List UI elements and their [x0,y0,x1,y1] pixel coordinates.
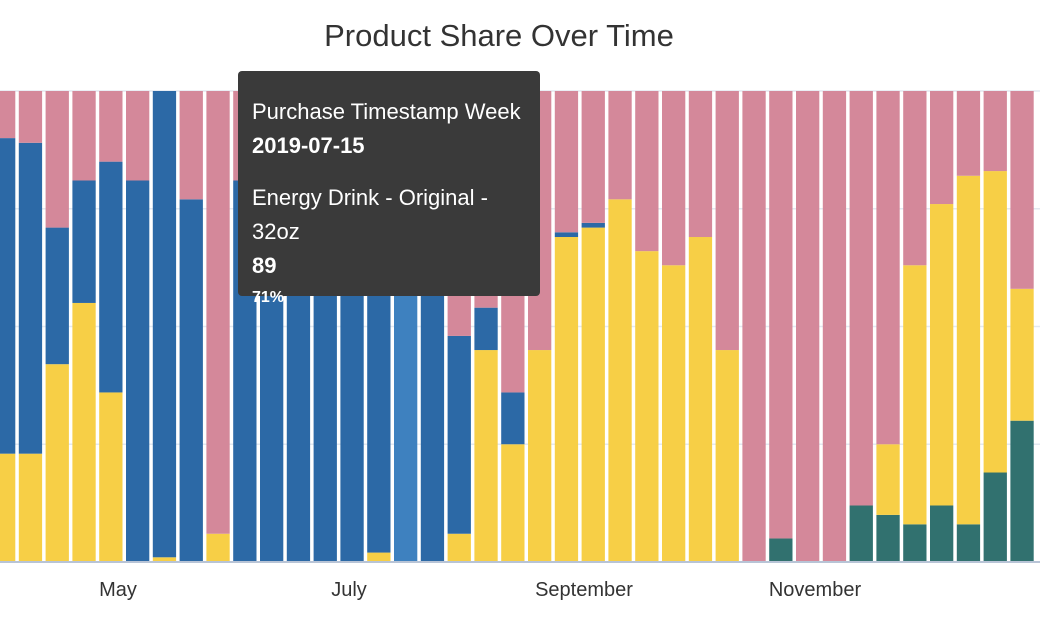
bar-segment-blue[interactable] [72,180,96,303]
bar-segment-pink[interactable] [688,91,713,238]
bar-segment-blue[interactable] [152,91,177,558]
bar-segment-yellow[interactable] [662,265,686,562]
bar-segment-pink[interactable] [18,91,43,143]
bar-segment-pink[interactable] [554,91,579,233]
chart-tooltip: Purchase Timestamp Week 2019-07-15 Energ… [238,71,540,306]
bar-segment-blue[interactable] [99,161,123,393]
bar-segment-yellow[interactable] [930,204,954,506]
bar-segment-yellow[interactable] [581,227,605,562]
bar-segment-blue[interactable] [126,180,150,563]
bar-segment-yellow[interactable] [715,350,739,562]
bar-segment-yellow[interactable] [554,237,579,562]
x-tick-label: July [331,579,367,601]
bar-segment-pink[interactable] [769,91,793,539]
bar-segment-pink[interactable] [796,91,820,562]
bar-segment-pink[interactable] [206,91,230,534]
bar-segment-pink[interactable] [715,91,739,351]
x-axis-ticks: May July September November [99,579,861,601]
bar-segment-pink[interactable] [876,91,900,445]
bar-segment-blue[interactable] [179,199,203,562]
bar-segment-blue[interactable] [474,307,498,351]
bar-segment-pink[interactable] [635,91,659,252]
x-tick-label: September [535,579,633,601]
bar-segment-yellow[interactable] [501,444,525,562]
bar-segment-teal[interactable] [930,505,954,562]
bar-segment-teal[interactable] [849,505,873,562]
bar-segment-yellow[interactable] [206,533,230,562]
bar-segment-pink[interactable] [903,91,927,266]
bar-segment-teal[interactable] [956,524,981,562]
bar-segment-blue[interactable] [45,227,69,365]
bar-segment-yellow[interactable] [688,237,713,562]
bar-segment-yellow[interactable] [18,453,43,562]
x-tick-label: November [769,579,862,601]
bar-segment-pink[interactable] [742,91,766,562]
bar-segment-yellow[interactable] [99,392,123,562]
bar-segment-pink[interactable] [849,91,873,506]
bar-segment-pink[interactable] [179,91,203,200]
bar-segment-pink[interactable] [662,91,686,266]
bar-segment-pink[interactable] [45,91,69,228]
tooltip-series-label: Energy Drink - Original - 32oz [252,185,488,244]
bar-segment-teal[interactable] [769,538,793,562]
bar-segment-pink[interactable] [0,91,16,139]
bar-segment-pink[interactable] [956,91,981,176]
bar-segment-pink[interactable] [72,91,96,181]
bar-segment-yellow[interactable] [903,265,927,525]
tooltip-field-value: 2019-07-15 [252,133,365,158]
bar-segment-yellow[interactable] [608,199,632,562]
bar-segment-teal[interactable] [1010,420,1034,562]
bar-segment-teal[interactable] [876,514,900,562]
bar-segment-yellow[interactable] [956,175,981,525]
tooltip-percent: 71% [252,289,285,306]
bar-segment-yellow[interactable] [72,302,96,562]
bar-segment-blue[interactable] [394,227,418,562]
bar-segment-yellow[interactable] [1010,288,1034,421]
bar-segment-pink[interactable] [608,91,632,200]
bar-segment-teal[interactable] [983,472,1007,562]
bar-segment-yellow[interactable] [983,171,1007,473]
tooltip-value: 89 [252,253,277,278]
bar-segment-pink[interactable] [930,91,954,205]
bar-segment-blue[interactable] [501,392,525,445]
bar-segment-yellow[interactable] [0,453,16,562]
bar-segment-blue[interactable] [554,232,579,238]
bar-segment-yellow[interactable] [367,552,391,562]
bar-segment-yellow[interactable] [45,364,69,562]
bar-segment-yellow[interactable] [152,557,177,562]
bar-segment-blue[interactable] [0,138,16,454]
bar-segment-blue[interactable] [447,335,471,534]
bar-segment-yellow[interactable] [528,350,552,562]
bar-segment-pink[interactable] [1010,91,1034,289]
bar-segment-yellow[interactable] [474,350,498,562]
bar-segment-yellow[interactable] [876,444,900,515]
bar-segment-teal[interactable] [903,524,927,562]
bar-segment-pink[interactable] [822,91,847,562]
bar-segment-blue[interactable] [581,222,605,228]
bar-segment-pink[interactable] [126,91,150,181]
chart-title: Product Share Over Time [324,18,674,53]
bar-segment-pink[interactable] [99,91,123,162]
bar-segment-pink[interactable] [581,91,605,223]
bar-segment-pink[interactable] [983,91,1007,172]
bar-segment-yellow[interactable] [447,533,471,562]
tooltip-field-label: Purchase Timestamp Week [252,99,521,124]
bar-segment-yellow[interactable] [635,251,659,562]
x-tick-label: May [99,579,137,601]
bar-segment-blue[interactable] [18,142,43,454]
